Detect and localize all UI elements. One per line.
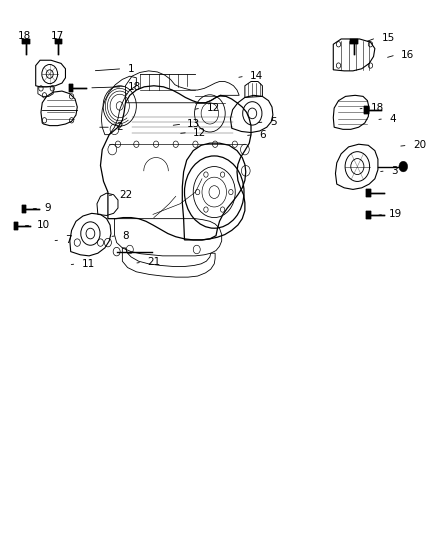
FancyBboxPatch shape xyxy=(21,205,26,213)
Text: 1: 1 xyxy=(127,64,134,74)
FancyBboxPatch shape xyxy=(365,212,370,220)
Text: 19: 19 xyxy=(389,209,402,220)
Text: 9: 9 xyxy=(44,203,51,213)
FancyBboxPatch shape xyxy=(68,84,73,92)
Text: 14: 14 xyxy=(250,71,263,81)
FancyBboxPatch shape xyxy=(14,222,18,230)
Text: 3: 3 xyxy=(390,166,397,176)
Circle shape xyxy=(398,161,407,172)
Text: 16: 16 xyxy=(400,50,413,60)
FancyBboxPatch shape xyxy=(365,189,370,197)
Text: 17: 17 xyxy=(51,31,64,42)
FancyBboxPatch shape xyxy=(363,106,367,114)
FancyBboxPatch shape xyxy=(54,39,62,44)
Text: 18: 18 xyxy=(127,82,141,92)
FancyBboxPatch shape xyxy=(22,39,30,44)
Text: 15: 15 xyxy=(381,33,394,43)
FancyBboxPatch shape xyxy=(365,189,370,197)
Text: 22: 22 xyxy=(120,190,133,200)
Text: 12: 12 xyxy=(206,103,219,113)
Text: 12: 12 xyxy=(193,127,206,138)
FancyBboxPatch shape xyxy=(14,222,18,230)
Text: 7: 7 xyxy=(65,235,72,245)
Text: 20: 20 xyxy=(412,140,425,150)
FancyBboxPatch shape xyxy=(350,39,357,44)
FancyBboxPatch shape xyxy=(54,39,62,44)
Text: 6: 6 xyxy=(258,130,265,140)
Text: 10: 10 xyxy=(36,220,49,230)
FancyBboxPatch shape xyxy=(365,212,370,220)
Text: 4: 4 xyxy=(389,114,395,124)
FancyBboxPatch shape xyxy=(22,39,30,44)
Text: 5: 5 xyxy=(269,117,276,127)
FancyBboxPatch shape xyxy=(350,39,357,44)
Text: 18: 18 xyxy=(18,31,31,42)
FancyBboxPatch shape xyxy=(363,106,367,114)
Text: 11: 11 xyxy=(81,259,95,269)
Text: 13: 13 xyxy=(186,119,199,129)
Text: 21: 21 xyxy=(147,257,160,267)
Text: 8: 8 xyxy=(122,231,129,241)
FancyBboxPatch shape xyxy=(21,205,26,213)
FancyBboxPatch shape xyxy=(68,84,73,92)
Text: 2: 2 xyxy=(117,122,123,132)
Text: 18: 18 xyxy=(370,103,383,113)
